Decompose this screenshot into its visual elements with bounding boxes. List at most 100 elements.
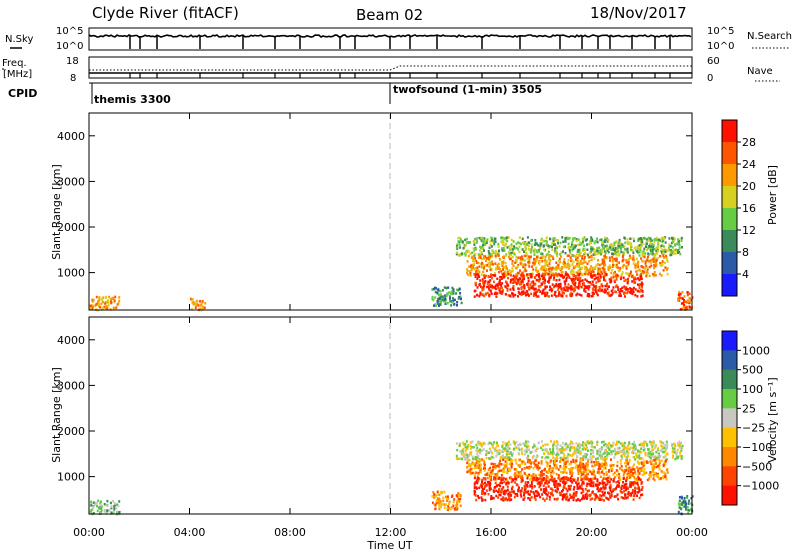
echo-cell [675,249,678,253]
echo-cell [612,441,615,444]
echo-cell [474,494,477,497]
echo-cell [648,238,651,242]
echo-cell [648,243,651,247]
echo-cell [615,273,618,276]
echo-cell [603,457,606,460]
echo-cell [511,248,514,251]
echo-cell [500,498,503,501]
echo-cell [499,287,502,290]
echo-cell [569,478,571,481]
echo-cell [632,262,635,265]
echo-cell [470,463,473,466]
echo-cell [540,481,543,485]
echo-cell [619,243,622,247]
echo-cell [628,472,631,475]
echo-cell [524,263,527,267]
echo-cell [523,472,526,475]
echo-cell [561,449,564,453]
echo-cell [535,274,538,277]
echo-cell [533,251,536,254]
echo-cell [569,293,572,296]
echo-cell [632,237,635,240]
echo-cell [477,461,480,465]
echo-cell [644,453,647,457]
echo-cell [582,283,585,286]
echo-cell [569,246,572,249]
echo-cell [556,246,558,250]
echo-cell [683,503,686,506]
power-ylabel: Slant Range [km] [50,164,63,260]
echo-cell [641,473,644,477]
echo-cell [104,302,107,305]
echo-cell [587,460,589,463]
echo-cell [557,241,559,245]
echo-cell [632,494,635,497]
echo-cell [586,496,589,499]
echo-cell [622,251,625,255]
echo-cell [623,497,626,500]
echo-cell [653,273,656,277]
echo-cell [610,244,613,248]
echo-cell [550,287,553,291]
echo-cell [591,248,594,251]
echo-cell [490,238,493,242]
echo-cell [578,248,581,252]
echo-cell [528,265,531,268]
echo-cell [493,477,495,481]
echo-cell [527,454,530,458]
echo-cell [604,466,607,470]
echo-cell [643,468,646,471]
echo-cell [500,476,503,480]
echo-cell [645,270,648,273]
echo-cell [578,445,581,449]
echo-cell [609,494,612,498]
echo-cell [655,236,658,240]
echo-cell [620,247,623,251]
echo-cell [564,462,567,466]
echo-cell [460,253,463,256]
echo-cell [495,489,498,492]
echo-cell [591,287,594,290]
echo-cell [512,274,515,278]
echo-cell [540,274,543,278]
echo-cell [473,267,476,270]
echo-cell [646,248,648,252]
echo-cell [192,303,195,306]
echo-cell [520,274,523,277]
echo-cell [536,289,539,292]
echo-cell [622,245,624,248]
echo-cell [525,442,528,445]
echo-cell [635,482,638,485]
nsky-tick-top: 10^5 [56,26,83,37]
echo-cell [492,251,495,254]
echo-cell [569,251,572,254]
echo-cell [553,276,556,279]
echo-cell [441,298,444,302]
echo-cell [498,469,501,473]
echo-cell [613,279,616,282]
echo-cell [532,466,535,470]
echo-cell [627,451,630,454]
echo-cell [640,295,643,298]
echo-cell [502,486,505,489]
echo-cell [630,494,632,497]
echo-cell [607,268,610,271]
echo-cell [565,471,568,475]
echo-cell [553,478,556,481]
echo-cell [600,456,603,460]
echo-cell [553,451,556,455]
echo-cell [448,500,451,504]
echo-cell [650,454,653,458]
colorbar-swatch [722,389,737,409]
echo-cell [652,244,655,247]
echo-cell [533,492,536,496]
echo-cell [653,464,656,467]
echo-cell [444,294,447,297]
echo-cell [555,444,558,448]
echo-cell [501,249,504,252]
echo-cell [438,507,441,511]
echo-cell [458,243,461,246]
echo-cell [541,469,543,473]
echo-cell [690,497,693,500]
